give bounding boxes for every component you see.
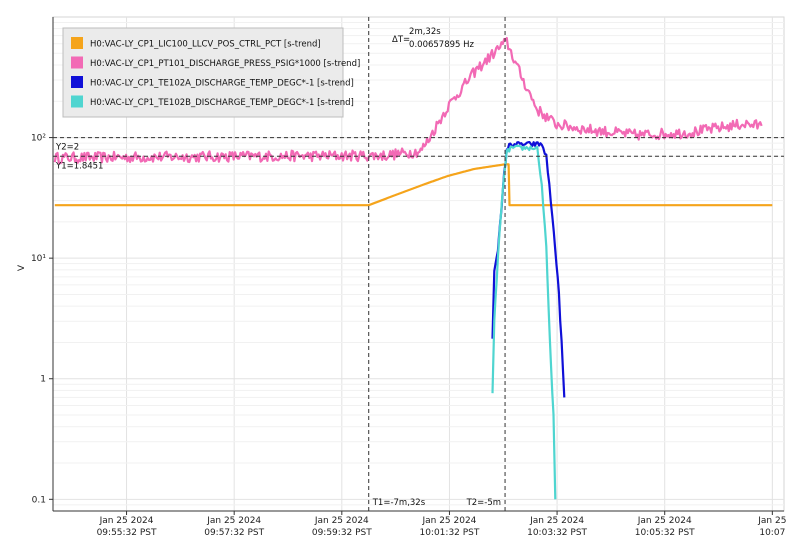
- cursor-y1-label: Y1=1.8451: [55, 161, 103, 171]
- y-tick-label: 10¹: [31, 254, 46, 264]
- legend-box: [62, 27, 344, 118]
- x-tick-label-date: Jan 25 2024: [637, 516, 692, 526]
- x-tick-label-time: 10:03:32 PST: [527, 528, 587, 538]
- legend-swatch: [71, 37, 83, 49]
- x-tick-label-time: 10:07: [759, 528, 785, 538]
- x-tick-label-date: Jan 25 2024: [314, 516, 369, 526]
- delta-freq-label: 0.00657895 Hz: [409, 40, 474, 50]
- x-tick-label-date: Jan 25 2024: [529, 516, 584, 526]
- cursor-t1-label: T1=-7m,32s: [372, 498, 426, 508]
- y-axis-title: V: [17, 264, 27, 271]
- x-tick-label-time: 09:55:32 PST: [97, 528, 157, 538]
- delta-prefix-label: ΔT=: [392, 35, 410, 45]
- legend-swatch: [71, 76, 83, 88]
- y-tick-label: 10²: [31, 134, 46, 144]
- series-line-4: [491, 144, 557, 500]
- x-tick-label-time: 09:59:32 PST: [312, 528, 372, 538]
- cursor-y2-label: Y2=2: [55, 143, 79, 153]
- x-tick-label-date: Jan 25 2024: [421, 516, 476, 526]
- legend-entry-label: H0:VAC-LY_CP1_PT101_DISCHARGE_PRESS_PSIG…: [90, 59, 360, 69]
- x-tick-label-date: Jan 25: [757, 516, 786, 526]
- series-line-1: [54, 163, 773, 207]
- legend-entry-label: H0:VAC-LY_CP1_TE102A_DISCHARGE_TEMP_DEGC…: [90, 79, 354, 89]
- series-line-2: [53, 36, 763, 165]
- x-tick-label-time: 10:05:32 PST: [635, 528, 695, 538]
- legend-entry-label: H0:VAC-LY_CP1_TE102B_DISCHARGE_TEMP_DEGC…: [90, 98, 354, 108]
- x-tick-label-time: 10:01:32 PST: [419, 528, 479, 538]
- cursor-t2-label: T2=-5m: [466, 498, 501, 508]
- x-tick-label-time: 09:57:32 PST: [204, 528, 264, 538]
- legend-swatch: [71, 95, 83, 108]
- x-tick-label-date: Jan 25 2024: [206, 516, 261, 526]
- legend-swatch: [71, 56, 83, 69]
- legend-entry-label: H0:VAC-LY_CP1_LIC100_LLCV_POS_CTRL_PCT […: [90, 40, 321, 50]
- y-tick-label: 1: [40, 375, 46, 385]
- x-tick-label-date: Jan 25 2024: [99, 516, 154, 526]
- delta-time-label: 2m,32s: [409, 27, 441, 37]
- y-tick-label: 0.1: [32, 495, 46, 505]
